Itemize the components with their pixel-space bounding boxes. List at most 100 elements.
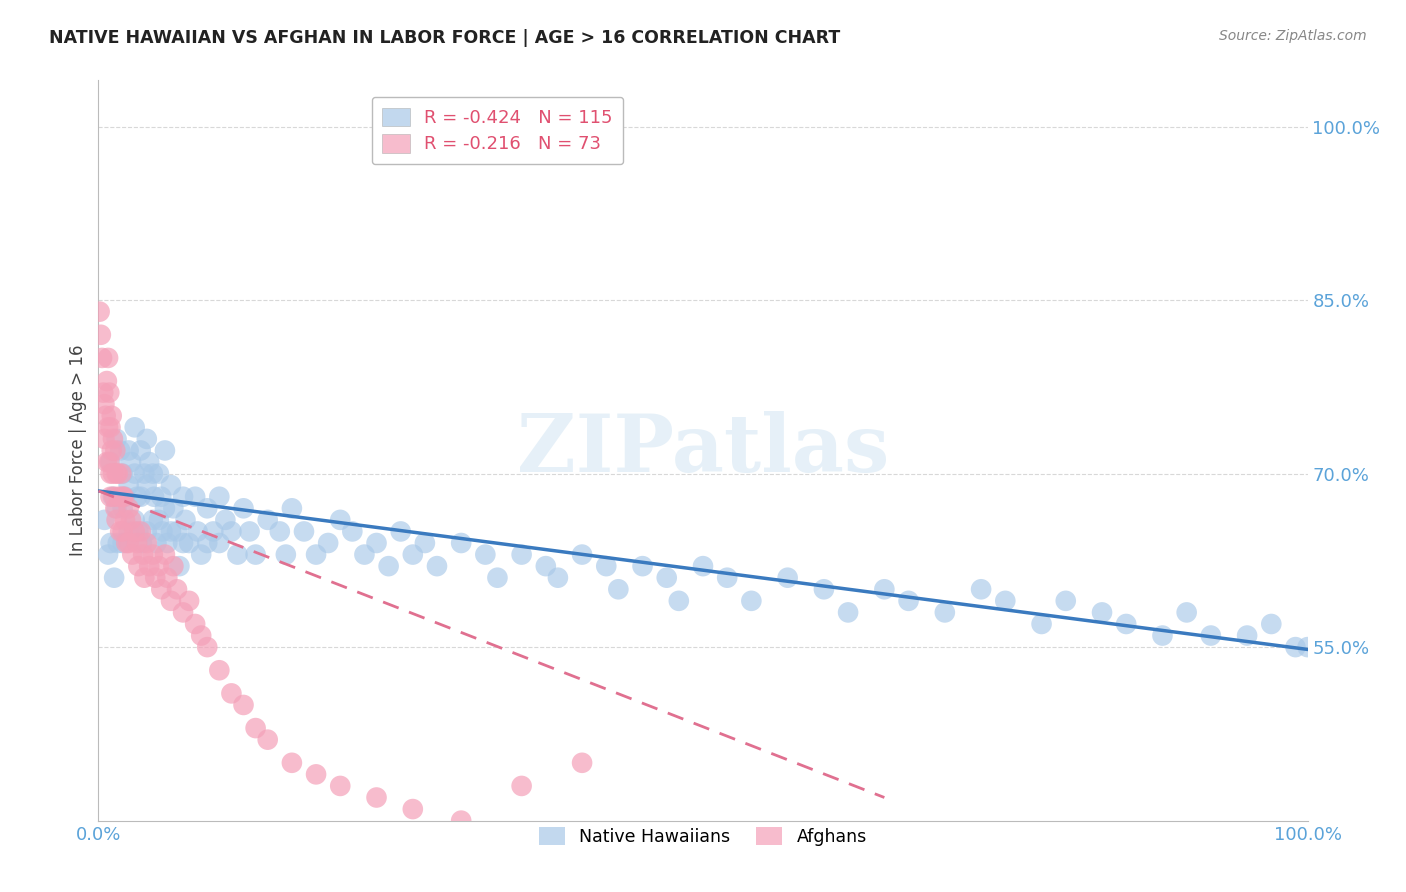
Point (114, 490, 136, 504)
Point (120, 513, 142, 527)
Point (153, 501, 176, 516)
Point (208, 490, 231, 504)
Point (1199, 628, 1222, 642)
Point (547, 571, 569, 585)
Point (153, 443, 176, 458)
Point (143, 571, 166, 585)
Point (114, 513, 136, 527)
Point (100, 443, 122, 458)
Point (1260, 617, 1282, 632)
Point (135, 524, 157, 539)
Point (150, 490, 173, 504)
Point (510, 779, 533, 793)
Point (101, 432, 124, 446)
Point (837, 606, 859, 620)
Point (148, 559, 170, 574)
Point (607, 582, 630, 597)
Point (571, 548, 593, 562)
Point (101, 467, 124, 481)
Point (105, 467, 128, 481)
Point (94, 409, 117, 423)
Point (934, 606, 956, 620)
Point (118, 501, 141, 516)
Point (108, 490, 131, 504)
Point (256, 732, 278, 747)
Point (108, 524, 131, 539)
Point (138, 455, 160, 469)
Point (156, 536, 179, 550)
Text: Source: ZipAtlas.com: Source: ZipAtlas.com (1219, 29, 1367, 43)
Point (162, 559, 184, 574)
Point (692, 559, 714, 574)
Point (160, 594, 183, 608)
Point (100, 420, 122, 434)
Point (740, 594, 762, 608)
Point (96, 374, 118, 388)
Point (329, 779, 352, 793)
Point (195, 640, 218, 654)
Point (91, 385, 114, 400)
Point (98, 455, 121, 469)
Point (156, 571, 179, 585)
Point (245, 548, 267, 562)
Point (534, 559, 557, 574)
Point (152, 524, 174, 539)
Point (305, 767, 328, 781)
Point (239, 524, 262, 539)
Point (571, 756, 593, 770)
Point (413, 536, 436, 550)
Point (112, 490, 135, 504)
Point (897, 594, 920, 608)
Point (145, 536, 167, 550)
Point (111, 536, 134, 550)
Point (104, 501, 127, 516)
Point (108, 443, 131, 458)
Point (131, 536, 153, 550)
Point (190, 548, 212, 562)
Point (187, 524, 209, 539)
Point (1236, 628, 1258, 642)
Point (100, 455, 122, 469)
Point (135, 478, 157, 492)
Point (208, 536, 231, 550)
Point (305, 548, 328, 562)
Point (105, 513, 128, 527)
Point (1031, 617, 1053, 632)
Point (142, 467, 165, 481)
Point (111, 524, 134, 539)
Point (127, 524, 149, 539)
Point (994, 594, 1017, 608)
Point (100, 536, 122, 550)
Point (90, 327, 112, 342)
Point (103, 571, 125, 585)
Point (129, 490, 152, 504)
Point (1152, 628, 1174, 642)
Point (110, 467, 132, 481)
Point (91, 351, 114, 365)
Point (124, 524, 146, 539)
Point (366, 790, 388, 805)
Point (148, 513, 170, 527)
Point (135, 432, 157, 446)
Point (100, 467, 122, 481)
Point (184, 617, 207, 632)
Point (166, 524, 188, 539)
Point (160, 478, 183, 492)
Point (474, 548, 496, 562)
Point (124, 420, 146, 434)
Point (105, 501, 128, 516)
Point (118, 524, 141, 539)
Point (450, 536, 472, 550)
Point (142, 513, 165, 527)
Point (98, 385, 121, 400)
Point (118, 443, 141, 458)
Point (148, 467, 170, 481)
Point (121, 548, 143, 562)
Point (195, 536, 218, 550)
Point (232, 698, 254, 712)
Point (668, 594, 690, 608)
Point (1284, 640, 1306, 654)
Point (221, 686, 243, 700)
Point (93, 397, 115, 411)
Point (115, 536, 138, 550)
